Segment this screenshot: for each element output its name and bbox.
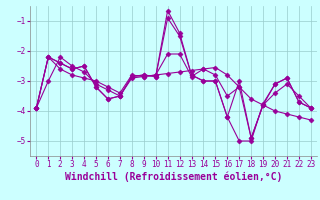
X-axis label: Windchill (Refroidissement éolien,°C): Windchill (Refroidissement éolien,°C) (65, 172, 282, 182)
